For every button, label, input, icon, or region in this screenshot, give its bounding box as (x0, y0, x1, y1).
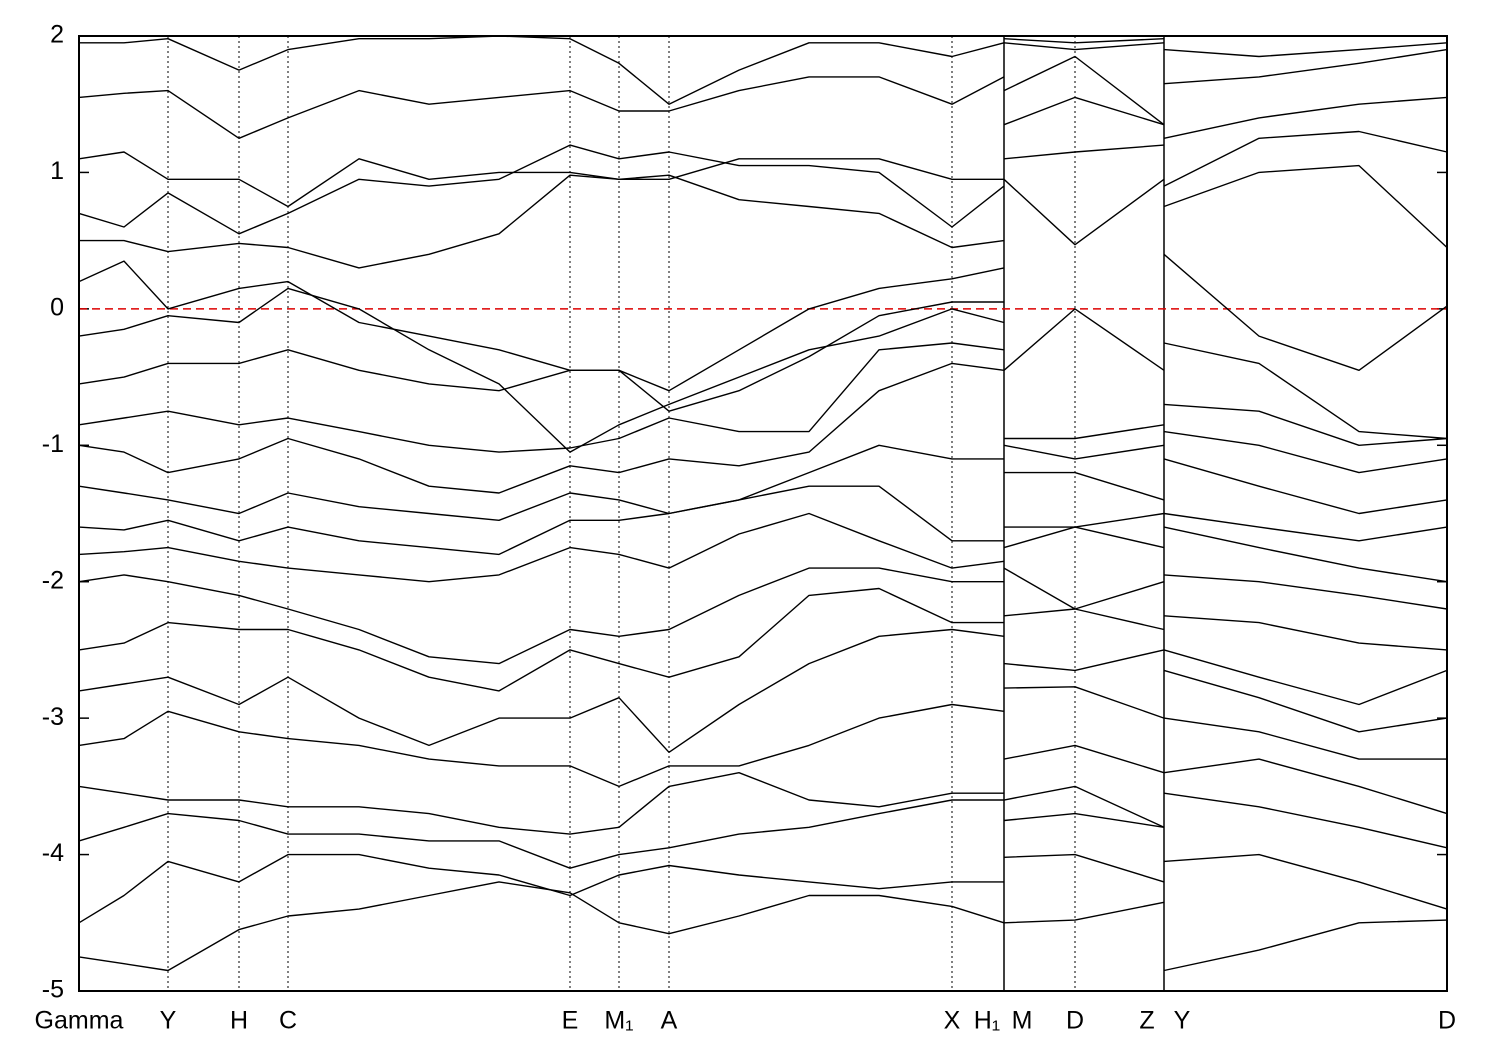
band (78, 881, 1448, 972)
band (78, 512, 1448, 610)
kpoint-label: M (1012, 1007, 1033, 1035)
kpoint-label: X (944, 1007, 961, 1035)
band (78, 42, 1448, 139)
band (78, 301, 1448, 446)
band (78, 703, 1447, 788)
y-tick-label: -4 (42, 839, 64, 867)
y-tick-label: 1 (50, 157, 64, 185)
y-tick-label: 2 (50, 21, 64, 49)
y-tick-label: 0 (50, 293, 64, 321)
y-tick-label: -1 (42, 430, 64, 458)
band (78, 628, 1448, 753)
band (79, 35, 1448, 105)
kpoint-label: Z (1139, 1007, 1154, 1035)
band (78, 55, 1448, 208)
band (78, 567, 1448, 665)
band (78, 853, 1448, 924)
kpoint-label: Y (160, 1007, 177, 1035)
kpoint-label: M₁ (604, 1007, 633, 1035)
kpoint-label: D (1066, 1007, 1084, 1035)
kpoint-label: D (1438, 1007, 1456, 1035)
plot-frame (78, 35, 1448, 992)
band (78, 792, 1448, 869)
y-tick-label: -5 (42, 976, 64, 1004)
kpoint-label: Y (1174, 1007, 1191, 1035)
kpoint-label: E (562, 1007, 579, 1035)
band (78, 96, 1448, 235)
kpoint-label: H (230, 1007, 248, 1035)
y-tick-label: -2 (42, 566, 64, 594)
band (79, 144, 1448, 269)
kpoint-label: C (279, 1007, 297, 1035)
band (78, 178, 1448, 392)
band (78, 444, 1448, 542)
y-tick-label: -3 (42, 703, 64, 731)
band (78, 758, 1448, 835)
band (78, 342, 1448, 474)
kpoint-label: Gamma (35, 1007, 124, 1035)
band (78, 287, 1448, 453)
band (78, 587, 1448, 706)
band (78, 362, 1448, 515)
kpoint-label: A (661, 1007, 678, 1035)
kpoint-label: H₁ (974, 1007, 1001, 1035)
